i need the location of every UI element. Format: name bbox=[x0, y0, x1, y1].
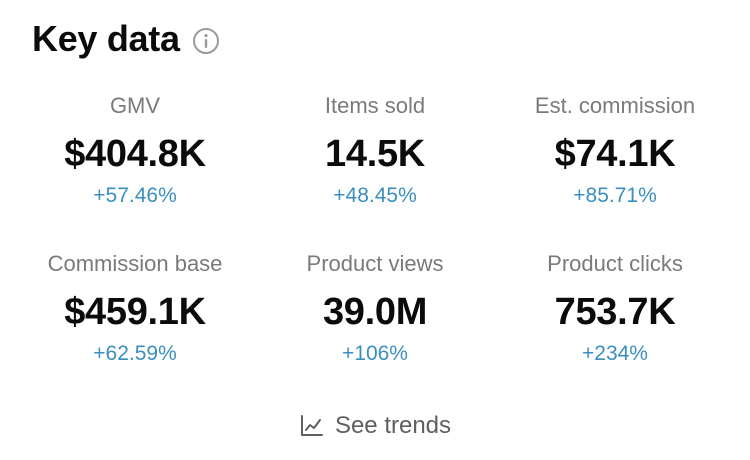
metric-label: GMV bbox=[109, 93, 161, 118]
metric-value: $459.1K bbox=[64, 291, 206, 333]
metric-change: +234% bbox=[582, 342, 648, 365]
see-trends-button[interactable]: See trends bbox=[0, 404, 750, 448]
metric-change: +57.46% bbox=[93, 184, 177, 207]
metric-change: +106% bbox=[342, 342, 408, 365]
metric-value: 39.0M bbox=[322, 291, 428, 333]
metrics-row: Commission base $459.1K +62.59% Product … bbox=[15, 242, 735, 400]
see-trends-content: See trends bbox=[299, 412, 451, 440]
metrics-grid: GMV $404.8K +57.46% Items sold 14.5K +48… bbox=[15, 84, 735, 400]
metric-label: Product views bbox=[306, 251, 444, 276]
section-title: Key data bbox=[32, 18, 180, 59]
metric-value: $74.1K bbox=[554, 133, 676, 175]
metric-value: $404.8K bbox=[64, 133, 206, 175]
metric-value: 753.7K bbox=[554, 291, 676, 333]
metric-label: Commission base bbox=[47, 251, 223, 276]
line-chart-icon bbox=[299, 413, 325, 439]
metric-items-sold[interactable]: Items sold 14.5K +48.45% bbox=[255, 84, 495, 242]
info-icon[interactable] bbox=[192, 27, 220, 55]
metric-commission-base[interactable]: Commission base $459.1K +62.59% bbox=[15, 242, 255, 400]
metrics-row: GMV $404.8K +57.46% Items sold 14.5K +48… bbox=[15, 84, 735, 242]
key-data-header: Key data bbox=[32, 14, 220, 64]
metric-est-commission[interactable]: Est. commission $74.1K +85.71% bbox=[495, 84, 735, 242]
see-trends-label: See trends bbox=[334, 412, 452, 439]
metric-change: +85.71% bbox=[573, 184, 657, 207]
metric-change: +62.59% bbox=[93, 342, 177, 365]
metric-product-views[interactable]: Product views 39.0M +106% bbox=[255, 242, 495, 400]
metric-gmv[interactable]: GMV $404.8K +57.46% bbox=[15, 84, 255, 242]
metric-product-clicks[interactable]: Product clicks 753.7K +234% bbox=[495, 242, 735, 400]
metric-label: Items sold bbox=[324, 93, 426, 118]
metric-change: +48.45% bbox=[333, 184, 417, 207]
metric-label: Product clicks bbox=[547, 251, 683, 276]
metric-label: Est. commission bbox=[534, 93, 696, 118]
metric-value: 14.5K bbox=[325, 133, 425, 175]
